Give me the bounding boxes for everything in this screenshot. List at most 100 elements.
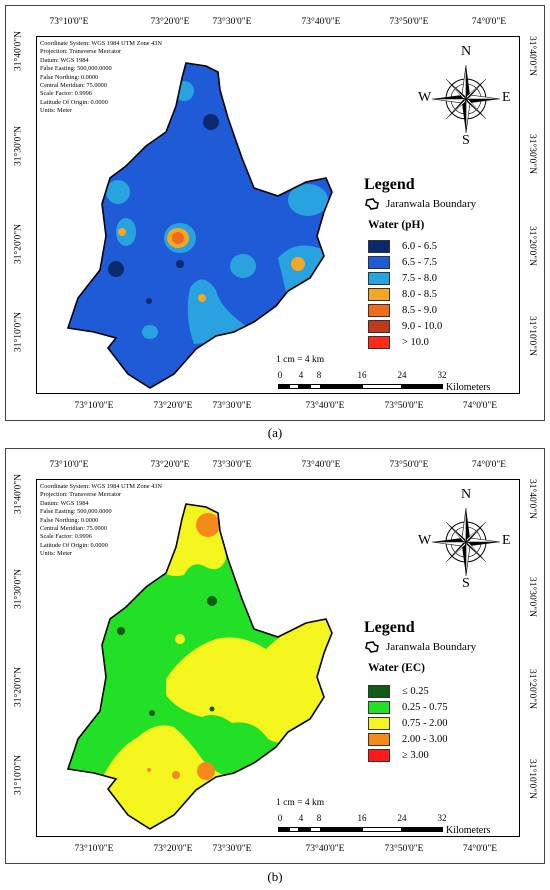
top-tick: 73°40'0"E <box>301 460 341 470</box>
legend-boundary: Jaranwala Boundary <box>364 197 476 211</box>
meta-line: Coordinate System: WGS 1984 UTM Zone 43N <box>40 40 162 47</box>
ec-map-svg <box>66 503 333 830</box>
legend-swatch <box>368 716 390 730</box>
top-tick: 73°50'0"E <box>389 460 429 470</box>
scale-tick: 8 <box>316 813 322 823</box>
map-panel-ph: 73°10'0"E 73°20'0"E 73°30'0"E 73°40'0"E … <box>5 5 545 421</box>
north-arrow-compass: N S E W <box>416 44 516 148</box>
legend-title: Legend <box>364 619 415 636</box>
bottom-tick: 74°0'0"E <box>462 844 498 854</box>
map-frame <box>36 479 520 837</box>
boundary-outline-icon <box>365 641 379 653</box>
legend-class-item: > 10.0 <box>368 334 442 350</box>
ec-zone <box>207 596 217 606</box>
compass-e: E <box>502 533 511 548</box>
legend-classes: 6.0 - 6.5 6.5 - 7.5 7.5 - 8.0 8.0 - 8.5 8.5 … <box>368 238 442 350</box>
ph-zone <box>176 260 184 268</box>
legend-swatch <box>368 748 390 762</box>
meta-line: Units: Meter <box>40 550 73 558</box>
scale-tick: 32 <box>437 813 447 823</box>
legend-class-label: 0.25 - 0.75 <box>402 701 448 713</box>
ec-zone <box>209 706 215 712</box>
meta-line: Projection: Transverse Mercator <box>40 491 122 499</box>
scale-bar: 0 4 8 16 24 32 <box>277 370 447 390</box>
bottom-tick: 73°10'0"E <box>74 844 114 854</box>
legend-swatch <box>368 700 390 714</box>
legend-class-label: 6.0 - 6.5 <box>402 240 437 252</box>
scale-tick: 4 <box>298 370 304 380</box>
meta-line: False Northing: 0.0000 <box>40 516 99 524</box>
legend-class-label: 8.5 - 9.0 <box>402 304 437 316</box>
legend-class-item: 9.0 - 10.0 <box>368 318 442 334</box>
caption-b: (b) <box>267 869 283 884</box>
legend-class-label: 9.0 - 10.0 <box>402 320 443 332</box>
meta-line: Central Meridian: 75.0000 <box>40 82 107 90</box>
top-tick: 73°10'0"E <box>49 17 89 27</box>
legend-class-label: ≥ 3.00 <box>402 749 429 761</box>
ph-map-svg <box>66 62 333 389</box>
top-tick: 73°50'0"E <box>389 17 429 27</box>
top-tick: 73°20'0"E <box>150 17 190 27</box>
top-tick: 73°20'0"E <box>150 460 190 470</box>
scale-tick: 0 <box>277 370 283 380</box>
legend-class-label: 2.00 - 3.00 <box>402 733 448 745</box>
bottom-tick: 73°50'0"E <box>384 401 424 411</box>
ph-zone <box>108 261 124 277</box>
legend-swatch <box>368 255 390 269</box>
compass-n: N <box>461 44 472 59</box>
north-arrow-compass: N S E W <box>416 487 516 591</box>
scale-bar: 0 4 8 16 24 32 <box>277 813 447 833</box>
top-tick: 74°0'0"E <box>471 460 507 470</box>
legend-class-label: 8.0 - 8.5 <box>402 288 437 300</box>
top-tick: 74°0'0"E <box>471 17 507 27</box>
compass-s: S <box>462 133 470 148</box>
ec-zone <box>172 771 180 779</box>
legend-class-item: ≤ 0.25 <box>368 683 448 699</box>
caption-a: (a) <box>267 425 283 440</box>
bottom-tick: 74°0'0"E <box>462 401 498 411</box>
legend-swatch <box>368 732 390 746</box>
ec-zone <box>149 710 155 716</box>
ph-zone <box>146 298 152 304</box>
legend-class-item: 8.5 - 9.0 <box>368 302 442 318</box>
scale-tick: 32 <box>437 370 447 380</box>
bottom-tick: 73°10'0"E <box>74 401 114 411</box>
meta-line: False Easting: 500,000.0000 <box>40 65 112 73</box>
legend-class-item: 6.5 - 7.5 <box>368 254 442 270</box>
map-metadata: Coordinate System: WGS 1984 UTM Zone 43N… <box>40 483 162 559</box>
top-tick: 73°40'0"E <box>301 17 341 27</box>
legend-swatch <box>368 303 390 317</box>
legend-class-label: ≤ 0.25 <box>402 685 429 697</box>
legend-class-label: 7.5 - 8.0 <box>402 272 437 284</box>
meta-line: Coordinate System: WGS 1984 UTM Zone 43N <box>40 483 162 490</box>
meta-line: False Easting: 500,000.0000 <box>40 508 112 516</box>
scale-text: 1 cm = 4 km <box>276 355 325 365</box>
ec-zone <box>196 513 220 537</box>
scale-tick: 0 <box>277 813 283 823</box>
scale-tick: 24 <box>397 370 407 380</box>
ph-zone <box>291 257 305 271</box>
legend-parameter-title: Water (EC) <box>368 662 425 674</box>
meta-line: Central Meridian: 75.0000 <box>40 525 107 533</box>
top-tick: 73°30'0"E <box>212 460 252 470</box>
legend-swatch <box>368 239 390 253</box>
ph-zone <box>230 254 256 278</box>
bottom-tick: 73°20'0"E <box>153 844 193 854</box>
meta-line: Scale Factor: 0.9996 <box>40 533 92 541</box>
bottom-tick: 73°40'0"E <box>305 844 345 854</box>
bottom-tick: 73°30'0"E <box>212 844 252 854</box>
ec-zone <box>175 634 185 644</box>
scale-tick: 24 <box>397 813 407 823</box>
ec-zone <box>166 619 332 744</box>
legend-title: Legend <box>364 176 415 193</box>
legend-class-item: 0.75 - 2.00 <box>368 715 448 731</box>
map-frame <box>36 36 520 394</box>
compass-e: E <box>502 90 511 105</box>
legend-boundary: Jaranwala Boundary <box>364 640 476 654</box>
top-tick: 73°30'0"E <box>212 17 252 27</box>
legend-classes: ≤ 0.25 0.25 - 0.75 0.75 - 2.00 2.00 - 3.00 ≥… <box>368 683 448 763</box>
ph-zone <box>288 184 328 216</box>
legend-swatch <box>368 335 390 349</box>
boundary-outline-icon <box>365 198 379 210</box>
bottom-tick: 73°50'0"E <box>384 844 424 854</box>
